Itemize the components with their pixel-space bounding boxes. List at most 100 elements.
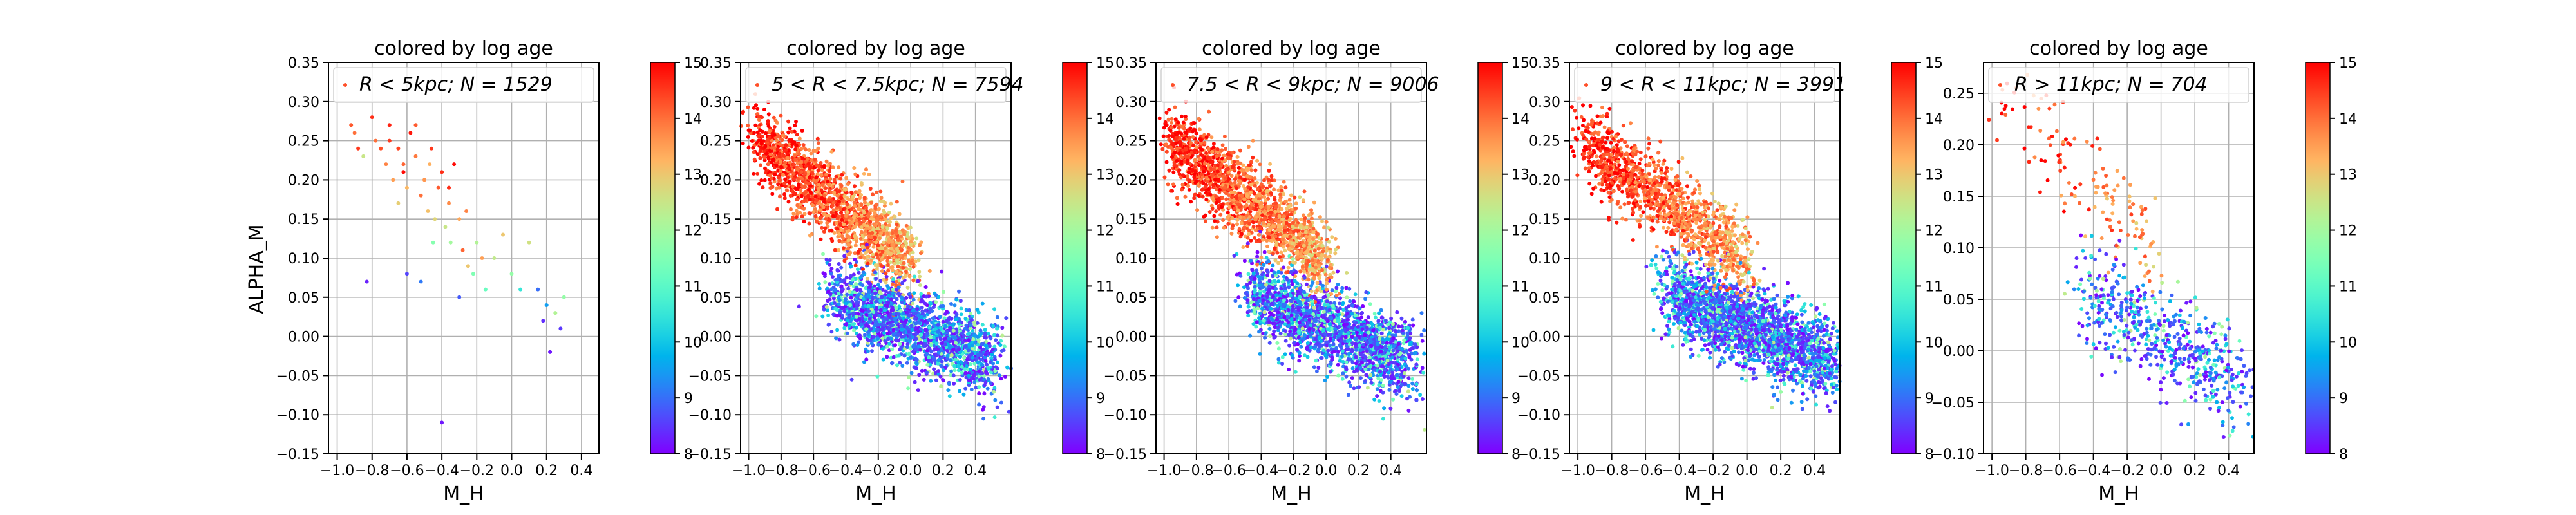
scatter-point (855, 306, 859, 311)
scatter-point (1005, 365, 1010, 370)
scatter-point (863, 232, 867, 237)
scatter-point (1253, 176, 1257, 180)
scatter-point (798, 211, 802, 215)
scatter-point (878, 189, 883, 194)
scatter-point (976, 360, 980, 364)
scatter-point (901, 276, 905, 280)
scatter-point (826, 164, 830, 168)
scatter-point (969, 368, 972, 372)
scatter-point (509, 272, 514, 276)
scatter-point (1224, 147, 1228, 151)
scatter-point (857, 190, 862, 194)
scatter-point (1422, 351, 1426, 356)
scatter-point (837, 165, 841, 170)
scatter-point (806, 182, 811, 185)
colorbar-tick-label: 13 (1096, 167, 1114, 183)
scatter-point (963, 344, 967, 349)
scatter-point (772, 180, 777, 184)
scatter-point (884, 271, 888, 276)
panel-title: colored by log age (786, 37, 965, 60)
scatter-point (911, 278, 916, 283)
y-tick-label: −0.05 (276, 368, 319, 384)
scatter-point (819, 237, 823, 241)
colorbar-tick-label: 9 (684, 391, 693, 407)
scatter-point (867, 285, 872, 290)
scatter-point (817, 164, 821, 169)
scatter-point (1241, 163, 1245, 167)
scatter-point (792, 191, 797, 196)
scatter-point (890, 347, 895, 351)
scatter-point (948, 358, 952, 362)
scatter-point (820, 314, 825, 319)
scatter-point (994, 338, 998, 342)
scatter-point (970, 346, 974, 351)
scatter-point (783, 164, 788, 169)
y-tick-label: 0.35 (288, 55, 319, 71)
scatter-point (963, 317, 968, 321)
scatter-point (1333, 251, 1338, 256)
scatter-point (562, 295, 566, 299)
scatter-point (764, 131, 768, 135)
scatter-point (837, 239, 842, 243)
scatter-point (946, 388, 951, 393)
scatter-point (788, 126, 792, 131)
scatter-point (875, 267, 879, 271)
scatter-point (810, 203, 815, 207)
scatter-point (823, 272, 827, 276)
scatter-point (914, 366, 918, 370)
scatter-point (980, 353, 984, 357)
scatter-point (999, 339, 1003, 343)
scatter-point (753, 123, 758, 127)
scatter-point (804, 147, 808, 152)
scatter-point (936, 369, 941, 373)
colorbar-tick-label: 12 (1096, 223, 1114, 239)
scatter-point (875, 327, 880, 332)
scatter-point (1283, 329, 1288, 333)
scatter-point (814, 314, 819, 319)
scatter-point (839, 265, 844, 270)
scatter-point (443, 225, 448, 229)
scatter-point (452, 162, 457, 167)
scatter-point (871, 245, 876, 249)
scatter-point (457, 217, 462, 221)
scatter-point (954, 312, 959, 316)
scatter-point (900, 281, 905, 285)
scatter-point (941, 290, 945, 294)
scatter-point (867, 211, 872, 216)
scatter-point (768, 153, 773, 157)
scatter-point (886, 268, 891, 273)
scatter-point (961, 340, 965, 344)
scatter-point (913, 274, 917, 279)
scatter-point (864, 327, 869, 332)
scatter-point (992, 307, 997, 312)
scatter-point (778, 178, 782, 182)
scatter-point (762, 155, 767, 160)
scatter-point (857, 317, 862, 322)
scatter-point (466, 264, 470, 268)
scatter-point (824, 213, 828, 218)
scatter-point (881, 357, 886, 362)
colorbar-tick-label: 13 (684, 167, 702, 183)
scatter-point (934, 341, 939, 346)
scatter-point (911, 301, 915, 306)
scatter-point (876, 283, 880, 287)
scatter-point (932, 367, 936, 371)
scatter-point (794, 209, 799, 213)
scatter-point (759, 163, 762, 167)
scatter-point (895, 247, 899, 251)
scatter-point (878, 279, 883, 283)
scatter-point (871, 218, 876, 222)
scatter-point (936, 358, 941, 362)
scatter-point (852, 166, 857, 170)
scatter-point (882, 229, 886, 233)
scatter-point (920, 297, 924, 302)
scatter-point (936, 323, 940, 327)
scatter-point (805, 157, 810, 161)
scatter-point (954, 341, 958, 345)
scatter-point (943, 312, 947, 316)
scatter-point (989, 381, 993, 386)
scatter-point (898, 230, 902, 235)
x-tick-label: 0.0 (900, 463, 922, 479)
scatter-point (875, 306, 878, 310)
